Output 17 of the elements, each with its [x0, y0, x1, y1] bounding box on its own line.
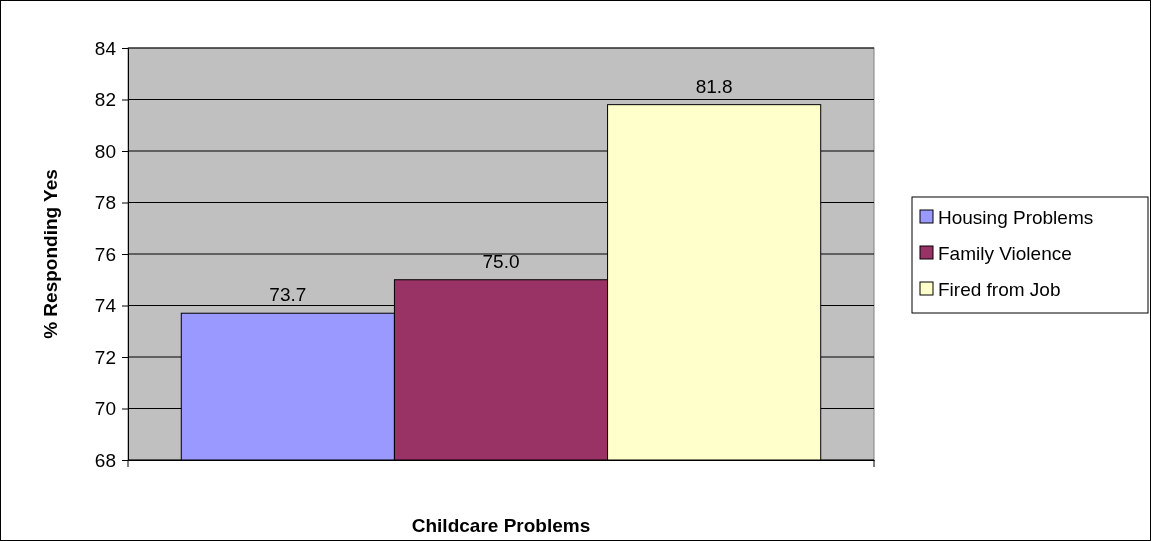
y-tick-label: 80: [94, 140, 116, 162]
y-tick-label: 76: [94, 243, 116, 265]
y-tick-label: 72: [94, 346, 116, 368]
x-axis-title: Childcare Problems: [411, 515, 591, 536]
legend-label: Family Violence: [938, 243, 1072, 264]
data-label: 81.8: [695, 75, 733, 97]
data-label: 75.0: [482, 250, 520, 272]
legend-label: Housing Problems: [938, 207, 1094, 228]
y-tick-label: 68: [94, 449, 116, 471]
y-tick-label: 84: [94, 37, 117, 59]
y-tick-label: 74: [94, 295, 117, 317]
legend-label: Fired from Job: [938, 279, 1061, 300]
y-tick-label: 82: [94, 89, 116, 111]
y-axis-title: % Responding Yes: [40, 169, 61, 339]
data-label: 73.7: [269, 284, 307, 306]
y-tick-label: 70: [94, 398, 116, 420]
y-tick-label: 78: [94, 192, 116, 214]
